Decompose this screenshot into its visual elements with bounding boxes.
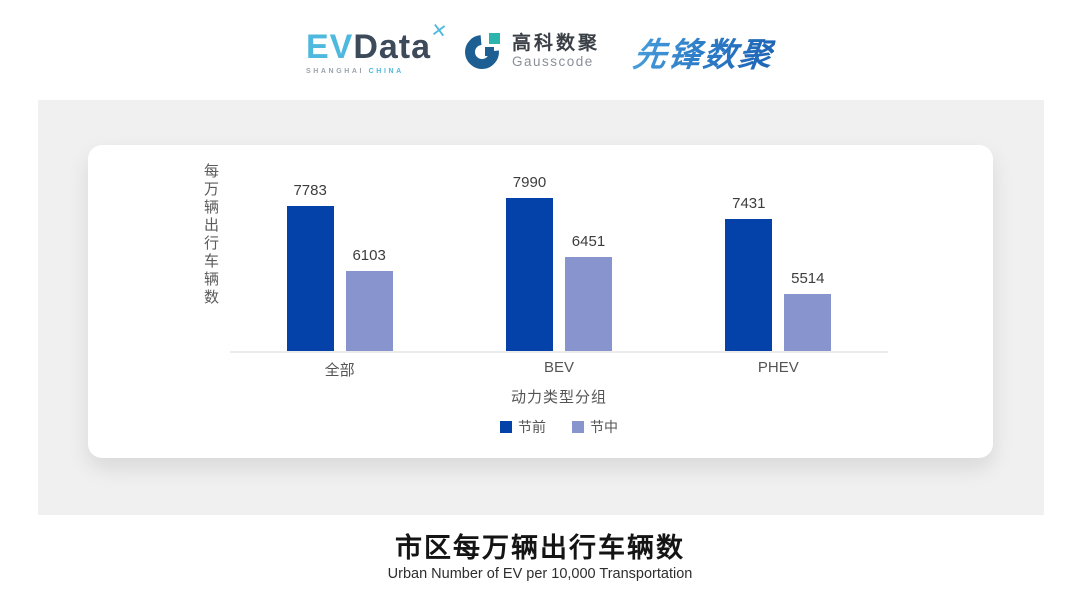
evdata-subtext: SHANGHAI CHINA: [306, 68, 404, 75]
chart-card: 每万辆出行车辆数 7783 6103 7990 6451 7431 5514 全部 BEV P…: [88, 145, 993, 458]
bar-column: 5514: [784, 145, 832, 352]
evdata-subtext-china: CHINA: [368, 67, 404, 75]
bar-value-label: 6451: [571, 233, 606, 250]
category-label: 全部: [324, 362, 355, 379]
plot-area: 7783 6103 7990 6451 7431 5514: [230, 145, 888, 352]
gausscode-cn-text: 高科数聚: [512, 33, 601, 55]
bar-value-label: 5514: [791, 270, 825, 287]
header-logos: EVData ✕ SHANGHAI CHINA 高科数聚 Gausscode 先…: [0, 16, 1080, 88]
bar-value-label: 7431: [732, 195, 766, 212]
category-label: BEV: [543, 359, 574, 376]
gausscode-logo: 高科数聚 Gausscode: [458, 28, 601, 76]
legend-item: 节前: [500, 417, 546, 437]
evdata-ev-text: EV: [305, 27, 354, 66]
x-axis-line: [230, 351, 888, 353]
legend-swatch: [572, 421, 584, 433]
evdata-subtext-shanghai: SHANGHAI: [305, 67, 365, 75]
x-axis-label: 动力类型分组: [510, 389, 607, 406]
legend: 节前 节中: [230, 417, 888, 437]
bar-column: 7990: [505, 145, 553, 352]
bar-group: 7783 6103: [230, 145, 449, 352]
bar-节中: [784, 294, 832, 352]
bar-value-label: 6103: [352, 247, 386, 264]
category-labels-row: 全部 BEV PHEV: [230, 359, 888, 380]
bar-节中: [564, 257, 612, 352]
evdata-spark-icon: ✕: [429, 19, 449, 43]
evdata-data-text: Data: [353, 27, 432, 66]
evdata-wordmark: EVData: [306, 30, 431, 64]
legend-label: 节中: [590, 419, 618, 435]
bar-column: 7783: [286, 145, 334, 352]
legend-label: 节前: [518, 419, 546, 435]
gausscode-mark-icon: [458, 28, 506, 76]
legend-item: 节中: [572, 417, 618, 437]
bar-节前: [505, 198, 553, 352]
bar-group: 7431 5514: [669, 145, 888, 352]
y-axis-label: 每万辆出行车辆数: [202, 163, 219, 307]
bar-value-label: 7783: [293, 182, 327, 199]
bar-value-label: 7990: [512, 174, 547, 191]
category-label: PHEV: [757, 359, 799, 376]
bar-group: 7990 6451: [449, 145, 668, 352]
chart-panel: 每万辆出行车辆数 7783 6103 7990 6451 7431 5514 全部 BEV P…: [38, 100, 1044, 515]
gausscode-en-text: Gausscode: [512, 54, 594, 70]
footer-subtitle: Urban Number of EV per 10,000 Transporta…: [387, 566, 693, 582]
bar-节前: [286, 206, 334, 352]
legend-swatch: [500, 421, 512, 433]
xianfeng-logo: 先锋数聚: [631, 28, 778, 76]
bar-column: 6451: [564, 145, 612, 352]
footer-title: 市区每万辆出行车辆数: [395, 533, 685, 563]
bar-column: 7431: [725, 145, 773, 352]
bar-节中: [345, 271, 393, 352]
evdata-logo: EVData ✕ SHANGHAI CHINA: [306, 19, 448, 75]
bar-column: 6103: [345, 145, 393, 352]
bar-节前: [725, 219, 773, 352]
